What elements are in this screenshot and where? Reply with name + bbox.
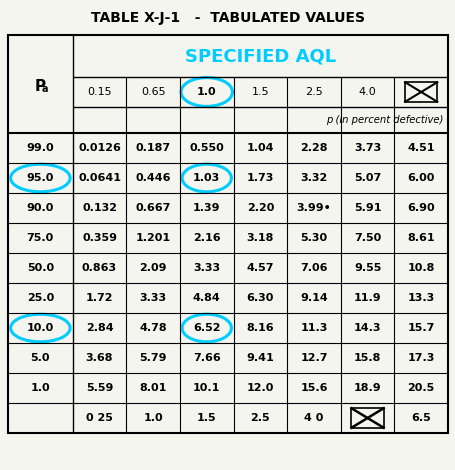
Text: 2.84: 2.84 [86, 323, 113, 333]
Text: 13.3: 13.3 [407, 293, 434, 303]
Text: 6.00: 6.00 [407, 173, 434, 183]
Text: a: a [42, 84, 49, 94]
Text: 10.8: 10.8 [407, 263, 434, 273]
Text: 5.0: 5.0 [30, 353, 50, 363]
Text: 6.52: 6.52 [192, 323, 220, 333]
Text: 3.99•: 3.99• [296, 203, 331, 213]
Text: 50.0: 50.0 [27, 263, 54, 273]
Text: 0.15: 0.15 [87, 87, 111, 97]
Text: 0.187: 0.187 [135, 143, 170, 153]
Text: 9.41: 9.41 [246, 353, 273, 363]
Text: 5.07: 5.07 [353, 173, 380, 183]
Text: 1.0: 1.0 [143, 413, 162, 423]
Text: 15.8: 15.8 [353, 353, 380, 363]
Text: 7.06: 7.06 [299, 263, 327, 273]
Text: 11.9: 11.9 [353, 293, 380, 303]
Bar [404, 82, 436, 102]
Text: 5.59: 5.59 [86, 383, 113, 393]
Text: 4.57: 4.57 [246, 263, 273, 273]
Text: 5.91: 5.91 [353, 203, 380, 213]
Text: 3.73: 3.73 [353, 143, 380, 153]
Text: 0.446: 0.446 [135, 173, 171, 183]
Text: 17.3: 17.3 [407, 353, 434, 363]
Text: 8.01: 8.01 [139, 383, 167, 393]
Text: 3.68: 3.68 [86, 353, 113, 363]
Text: 1.72: 1.72 [86, 293, 113, 303]
Text: 0.132: 0.132 [82, 203, 117, 213]
Bar [8, 35, 447, 433]
Text: 10.0: 10.0 [27, 323, 54, 333]
Text: 1.5: 1.5 [197, 413, 216, 423]
Text: p (in percent defective): p (in percent defective) [325, 115, 442, 125]
Text: 3.33: 3.33 [139, 293, 167, 303]
Text: 99.0: 99.0 [26, 143, 54, 153]
Text: 18.9: 18.9 [353, 383, 380, 393]
Text: 8.16: 8.16 [246, 323, 273, 333]
Text: 4.51: 4.51 [407, 143, 434, 153]
Text: 4.78: 4.78 [139, 323, 167, 333]
Text: 6.5: 6.5 [410, 413, 430, 423]
Text: 1.201: 1.201 [135, 233, 170, 243]
Text: 15.6: 15.6 [299, 383, 327, 393]
Text: 5.30: 5.30 [300, 233, 327, 243]
Text: 0.550: 0.550 [189, 143, 223, 153]
Text: 2.5: 2.5 [250, 413, 269, 423]
Text: 0.359: 0.359 [82, 233, 117, 243]
Text: 3.33: 3.33 [193, 263, 220, 273]
Text: TABLE X-J-1   -  TABULATED VALUES: TABLE X-J-1 - TABULATED VALUES [91, 11, 364, 25]
Text: 1.73: 1.73 [246, 173, 273, 183]
Text: 0.0126: 0.0126 [78, 143, 121, 153]
Text: 9.14: 9.14 [299, 293, 327, 303]
Text: 2.5: 2.5 [304, 87, 322, 97]
Text: 12.7: 12.7 [299, 353, 327, 363]
Text: 3.18: 3.18 [246, 233, 273, 243]
Text: 0.667: 0.667 [135, 203, 171, 213]
Text: 20.5: 20.5 [407, 383, 434, 393]
Text: 4.0: 4.0 [358, 87, 376, 97]
Text: 12.0: 12.0 [246, 383, 273, 393]
Text: 14.3: 14.3 [353, 323, 380, 333]
Text: 1.39: 1.39 [192, 203, 220, 213]
Text: 4.84: 4.84 [192, 293, 220, 303]
Bar [351, 408, 383, 428]
Text: 11.3: 11.3 [300, 323, 327, 333]
Text: 2.28: 2.28 [299, 143, 327, 153]
Text: 1.0: 1.0 [197, 87, 216, 97]
Text: 6.30: 6.30 [246, 293, 273, 303]
Text: 7.66: 7.66 [192, 353, 220, 363]
Text: 1.03: 1.03 [192, 173, 220, 183]
Text: P: P [35, 78, 46, 94]
Text: 4 0: 4 0 [303, 413, 323, 423]
Text: 0.65: 0.65 [141, 87, 165, 97]
Text: 90.0: 90.0 [26, 203, 54, 213]
Text: 10.1: 10.1 [192, 383, 220, 393]
Text: 9.55: 9.55 [353, 263, 380, 273]
Text: 0.863: 0.863 [82, 263, 117, 273]
Text: 95.0: 95.0 [26, 173, 54, 183]
Text: 6.90: 6.90 [406, 203, 434, 213]
Text: 1.04: 1.04 [246, 143, 273, 153]
Text: 7.50: 7.50 [353, 233, 380, 243]
Text: 3.32: 3.32 [300, 173, 327, 183]
Text: 8.61: 8.61 [406, 233, 434, 243]
Text: 2.20: 2.20 [246, 203, 273, 213]
Text: 0 25: 0 25 [86, 413, 113, 423]
Text: 25.0: 25.0 [27, 293, 54, 303]
Text: 2.09: 2.09 [139, 263, 167, 273]
Text: 1.0: 1.0 [30, 383, 50, 393]
Text: 75.0: 75.0 [27, 233, 54, 243]
Text: SPECIFIED AQL: SPECIFIED AQL [184, 47, 335, 65]
Text: 2.16: 2.16 [192, 233, 220, 243]
Text: 5.79: 5.79 [139, 353, 167, 363]
Text: 0.0641: 0.0641 [78, 173, 121, 183]
Text: 15.7: 15.7 [407, 323, 434, 333]
Text: 1.5: 1.5 [251, 87, 268, 97]
